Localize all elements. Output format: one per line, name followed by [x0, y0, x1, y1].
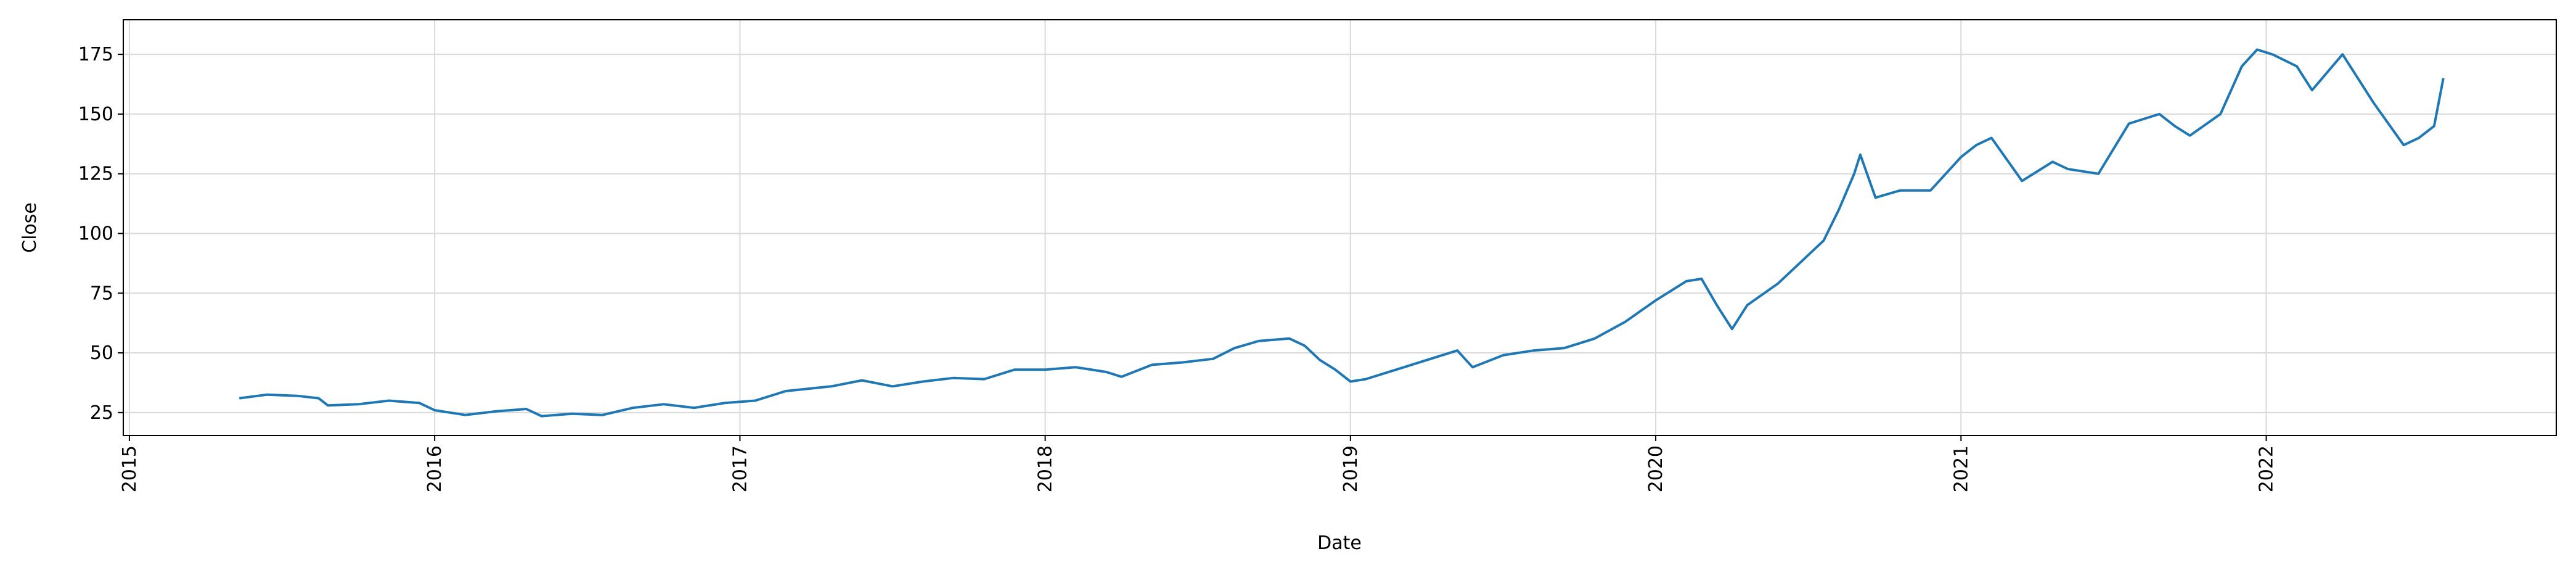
x-tick-label: 2021 — [1950, 445, 1972, 492]
x-tick-label: 2016 — [424, 445, 446, 492]
x-tick-label: 2020 — [1645, 445, 1667, 492]
x-tick-label: 2019 — [1340, 445, 1362, 492]
line — [239, 48, 2445, 418]
y-tick-label: 25 — [90, 402, 113, 424]
x-axis-label: Date — [1317, 532, 1362, 554]
x-tick-label: 2015 — [119, 445, 141, 492]
y-axis-label: Close — [19, 202, 41, 253]
x-tick-label: 2017 — [729, 445, 751, 492]
x-tick-label: 2022 — [2256, 445, 2278, 492]
y-tick-label: 100 — [78, 223, 113, 244]
y-tick-label: 50 — [90, 342, 113, 364]
plot-frame — [123, 19, 2557, 436]
y-tick-label: 75 — [90, 283, 113, 304]
x-tick-label: 2018 — [1035, 445, 1057, 492]
y-tick-label: 150 — [78, 104, 113, 125]
y-tick-label: 175 — [78, 44, 113, 65]
y-tick-label: 125 — [78, 163, 113, 185]
